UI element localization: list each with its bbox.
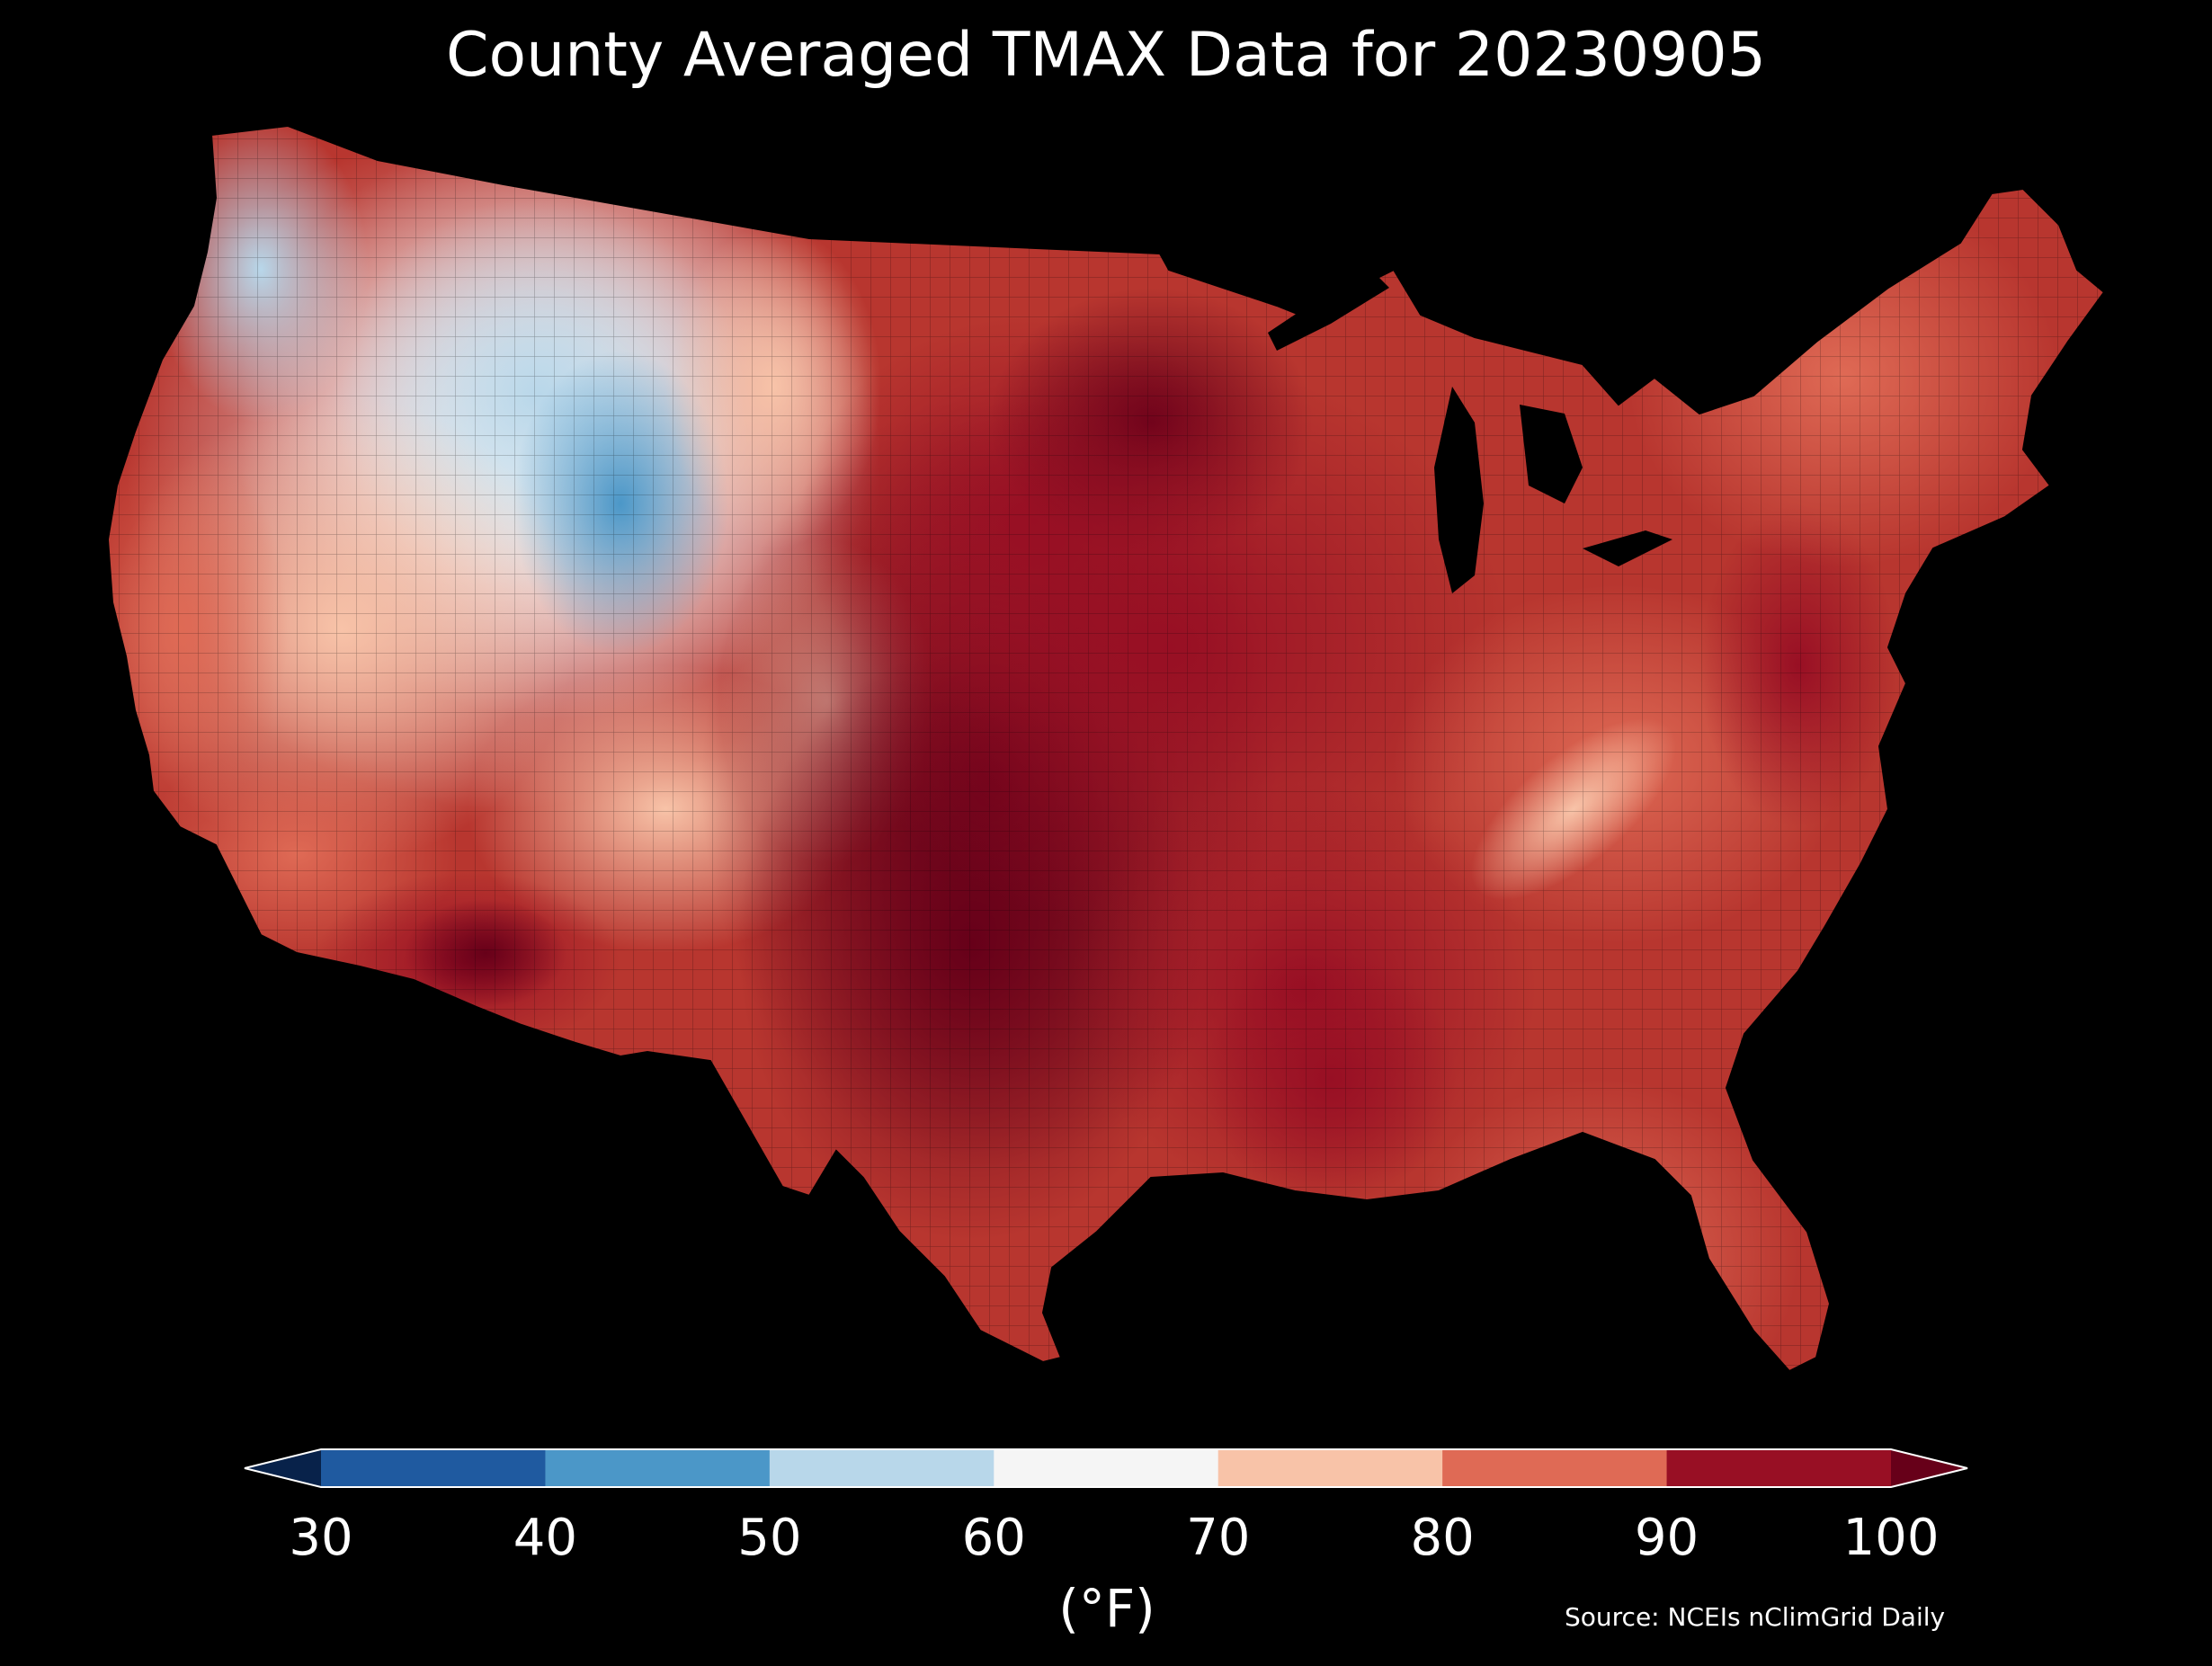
colorbar-tick-label: 40 bbox=[513, 1509, 578, 1567]
colorbar-bin bbox=[1217, 1449, 1443, 1487]
lake-superior bbox=[1268, 274, 1389, 351]
us-outline bbox=[106, 124, 2106, 1373]
colorbar-tick-label: 60 bbox=[961, 1509, 1026, 1567]
colorbar-tick-label: 30 bbox=[289, 1509, 353, 1567]
colorbar bbox=[244, 1448, 1968, 1488]
colorbar-extend-high bbox=[1891, 1449, 1967, 1487]
colorbar-outline bbox=[244, 1448, 1968, 1488]
colorbar-tick-label: 100 bbox=[1842, 1509, 1940, 1567]
map-title: County Averaged TMAX Data for 20230905 bbox=[446, 20, 1766, 91]
colorbar-tick-label: 80 bbox=[1410, 1509, 1475, 1567]
colorbar-bin bbox=[321, 1449, 546, 1487]
lake-michigan bbox=[1434, 387, 1484, 593]
colorbar-extend-low bbox=[245, 1449, 321, 1487]
source-caption: Source: NCEIs nClimGrid Daily bbox=[1565, 1602, 1946, 1632]
colorbar-bin bbox=[1666, 1449, 1892, 1487]
lake-erie bbox=[1583, 530, 1672, 566]
lake-huron bbox=[1520, 405, 1583, 503]
colorbar-bin bbox=[545, 1449, 771, 1487]
colorbar-tick-label: 70 bbox=[1186, 1509, 1251, 1567]
colorbar-bin bbox=[994, 1449, 1219, 1487]
colorbar-tick-label: 90 bbox=[1634, 1509, 1699, 1567]
colorbar-unit-label: (°F) bbox=[1058, 1578, 1155, 1639]
colorbar-bin bbox=[1442, 1449, 1668, 1487]
colorbar-bin bbox=[769, 1449, 995, 1487]
colorbar-tick-label: 50 bbox=[737, 1509, 802, 1567]
